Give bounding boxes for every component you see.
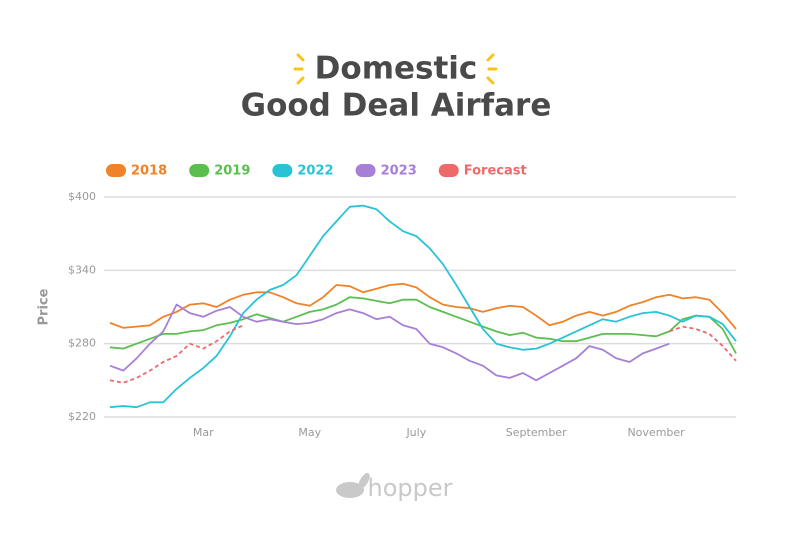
line-series <box>109 282 737 330</box>
y-tick-label: $280 <box>68 337 96 350</box>
y-tick-label: $340 <box>68 263 96 276</box>
y-tick-label: $400 <box>68 190 96 203</box>
line-series <box>109 296 737 354</box>
x-tick-label: Mar <box>193 426 214 439</box>
legend-swatch <box>438 164 459 177</box>
x-tick-label: November <box>627 426 685 439</box>
line-series <box>109 204 737 409</box>
legend-swatch <box>272 164 293 177</box>
x-tick-label: September <box>506 426 567 439</box>
line-series <box>109 324 737 384</box>
legend-swatch <box>355 164 376 177</box>
x-tick-label: May <box>298 426 321 439</box>
legend-swatch <box>189 164 210 177</box>
legend-label: 2022 <box>297 164 333 179</box>
legend-label: 2019 <box>214 164 250 179</box>
legend-swatch <box>106 164 126 177</box>
x-tick-label: July <box>405 426 426 439</box>
logo-icon <box>336 472 370 498</box>
y-axis-label: Price <box>37 288 52 325</box>
logo: hopper <box>368 474 453 502</box>
chart-title: Domestic <box>315 51 478 87</box>
chart-title: Good Deal Airfare <box>241 88 552 124</box>
legend-label: Forecast <box>464 164 527 179</box>
sunburst-left <box>293 53 305 85</box>
y-tick-label: $220 <box>68 410 96 423</box>
legend-label: 2023 <box>381 164 417 179</box>
sunburst-right <box>486 53 498 85</box>
legend-label: 2018 <box>131 164 167 179</box>
line-series <box>109 303 670 382</box>
